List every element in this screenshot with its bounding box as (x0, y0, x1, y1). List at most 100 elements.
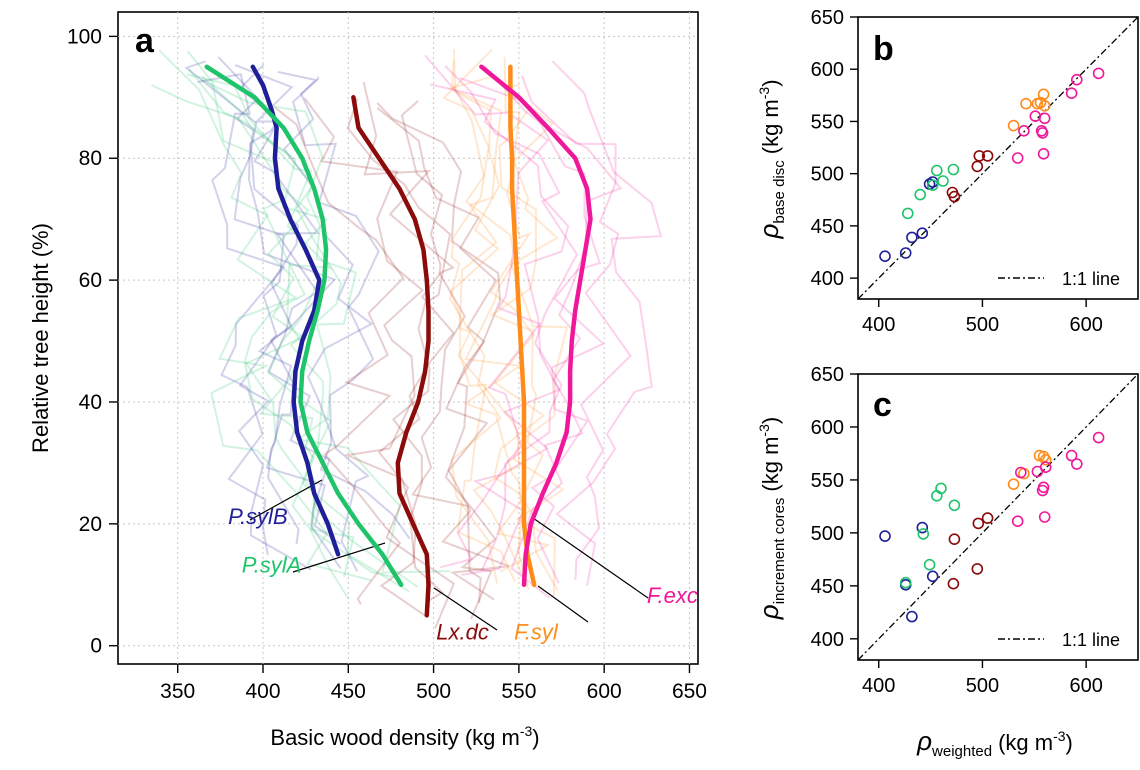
point-psyla (948, 499, 961, 512)
x-tick-label: 600 (1069, 675, 1102, 697)
panel-b-ylabel-rho: ρ (754, 224, 784, 240)
series-label-lxdc: Lx.dc (436, 620, 489, 645)
point-fexc (1092, 67, 1105, 80)
x-tick-label: 550 (501, 680, 536, 703)
y-tick-label: 550 (811, 111, 844, 133)
x-tick-label: 500 (416, 680, 451, 703)
x-tick-label: 600 (1069, 314, 1102, 336)
panel-b-legend-text: 1:1 line (1062, 269, 1120, 289)
tree-profile-line (483, 65, 623, 599)
point-fexc (1071, 73, 1083, 86)
series-label-psylb: P.sylB (228, 504, 288, 529)
tree-profile-line (239, 63, 342, 545)
tree-profile-line (444, 65, 579, 571)
y-tick-label: 450 (811, 576, 844, 598)
point-psylb (879, 250, 891, 263)
tree-profile-line (459, 77, 606, 584)
y-tick-label: 20 (79, 513, 102, 536)
point-psylb (906, 610, 918, 623)
tree-profile-line (184, 60, 312, 571)
point-lxdc (971, 160, 984, 173)
x-tick-label: 400 (245, 680, 280, 703)
point-fexc (1037, 481, 1050, 494)
panel-b-ylabel-sup: -3 (756, 87, 772, 100)
series-label-psyla: P.sylA (242, 553, 302, 578)
panel-c-ylabel-end: ) (758, 417, 783, 424)
tree-profile-line (197, 72, 286, 556)
point-psyla (923, 558, 936, 571)
point-fexc (1036, 127, 1049, 139)
y-tick-label: 500 (811, 164, 844, 186)
panel-a-letter: a (135, 22, 155, 60)
point-fsyl (1038, 100, 1051, 112)
point-psyla (935, 482, 947, 495)
tree-profile-line (274, 106, 405, 605)
mean-profile-lxdc (351, 95, 431, 618)
one-to-one-line (857, 16, 1139, 300)
panel-a-xlabel-sup: -3 (520, 723, 533, 739)
y-tick-label: 650 (811, 364, 844, 386)
x-tick-label: 400 (862, 675, 895, 697)
mean-profile-fsyl (508, 64, 537, 588)
point-lxdc (981, 512, 994, 524)
tree-profile-line (188, 68, 419, 588)
panel-c-ylabel-sub: increment cores (771, 498, 788, 605)
point-psyla (947, 163, 960, 176)
panel-b-ylabel-sub: base disc (771, 160, 788, 224)
point-fsyl (1037, 88, 1050, 101)
x-tick-label: 400 (862, 314, 895, 336)
point-psyla (899, 576, 912, 589)
point-fexc (1014, 466, 1027, 479)
y-tick-label: 60 (79, 269, 102, 292)
y-tick-label: 550 (811, 470, 844, 492)
tree-profile-line (447, 76, 530, 591)
tree-profile-line (158, 49, 372, 582)
panel-b-letter: b (873, 30, 894, 68)
point-lxdc (972, 517, 985, 530)
label-leader-line (532, 517, 649, 599)
panel-a-frame (117, 11, 699, 665)
mean-profile-fexc (479, 64, 593, 588)
tree-profile-line (504, 83, 569, 597)
point-psylb (916, 521, 929, 534)
tree-profile-line (400, 100, 482, 604)
panel-c-xlabel-sub: weighted (931, 743, 992, 760)
mean-profile-psylb (250, 64, 341, 557)
tree-profile-line (449, 49, 516, 582)
panel-a-grid (118, 12, 698, 664)
tree-profile-line (424, 54, 550, 569)
y-tick-label: 600 (811, 417, 844, 439)
tree-profile-line (451, 60, 529, 586)
panel-b-ylabel-end: ) (758, 79, 783, 86)
x-tick-label: 500 (966, 675, 999, 697)
label-leader-line (292, 542, 386, 573)
point-lxdc (948, 533, 961, 546)
tree-profile-line (442, 48, 502, 584)
point-psylb (926, 570, 939, 583)
y-tick-label: 600 (811, 59, 844, 81)
label-leader-line (249, 479, 323, 521)
tree-profile-line (489, 84, 551, 573)
point-psylb (899, 247, 912, 259)
y-tick-label: 100 (67, 25, 102, 48)
point-fsyl (1007, 478, 1020, 491)
point-fexc (1092, 431, 1105, 444)
x-tick-label: 350 (160, 680, 195, 703)
tree-profile-line (217, 56, 300, 545)
panel-c-xlabel-sup: -3 (1053, 728, 1066, 744)
panel-a: 350 400 450 500 550 600 650 0 20 40 60 80 100 P.sylB… (28, 11, 707, 750)
tree-profile-line (376, 107, 510, 601)
point-fsyl (1007, 119, 1020, 132)
mean-profile-psyla (204, 64, 404, 588)
panel-b: 400 450 500 550 600 650 400 500 600 b ρbase disc… (754, 7, 1139, 336)
point-psyla (937, 175, 949, 187)
tree-profile-line (362, 81, 456, 629)
point-fexc (1039, 461, 1052, 474)
point-fexc (1065, 87, 1078, 99)
point-fexc (1038, 112, 1051, 125)
panel-b-ylabel-unit: (kg m (758, 99, 783, 154)
panel-a-series-labels: P.sylB P.sylA Lx.dc F.syl F.exc (228, 504, 698, 645)
point-fexc (1011, 152, 1024, 164)
